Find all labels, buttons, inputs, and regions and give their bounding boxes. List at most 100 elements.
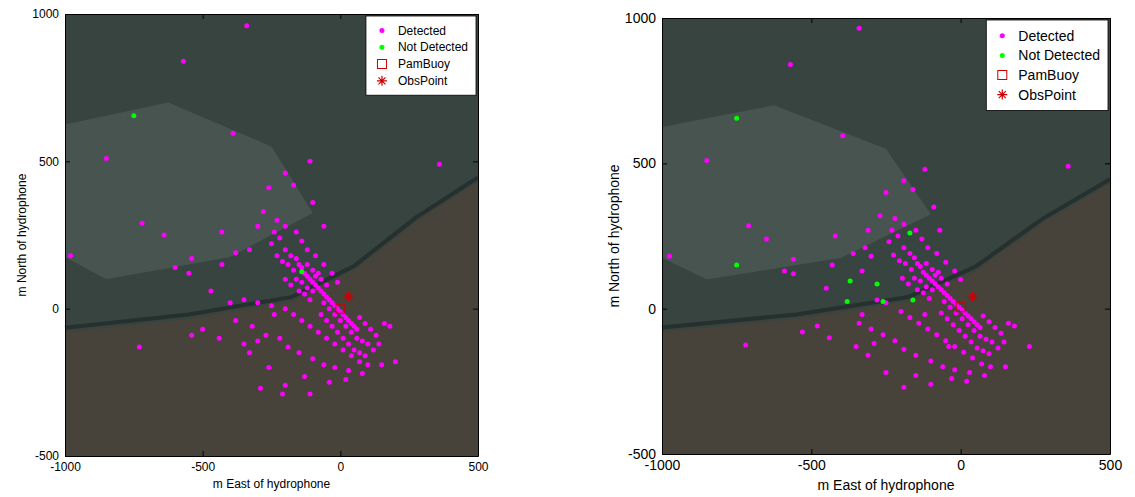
tick-mark: [473, 309, 478, 310]
point: [943, 260, 948, 265]
point: [857, 26, 862, 31]
x-axis-title: m East of hydrophone: [213, 477, 331, 491]
legend-label: Not Detected: [398, 40, 468, 54]
point: [241, 297, 246, 302]
point: [901, 347, 906, 352]
point: [181, 59, 186, 64]
tick-label: 1000: [625, 10, 656, 26]
tick-label: -500: [191, 460, 215, 474]
point: [173, 265, 178, 270]
x-axis-title: m East of hydrophone: [818, 477, 955, 493]
legend-label: PamBuoy: [398, 57, 450, 71]
point: [907, 251, 912, 256]
point: [319, 312, 324, 317]
point: [324, 336, 329, 341]
point: [788, 62, 793, 67]
tick-label: 0: [648, 301, 656, 317]
tick: [1105, 454, 1110, 455]
point: [925, 327, 930, 332]
tick-mark: [65, 456, 70, 457]
point: [299, 318, 304, 323]
tick: [473, 309, 478, 310]
point: [901, 385, 906, 390]
point: [984, 337, 989, 342]
point: [137, 344, 142, 349]
point: [360, 371, 365, 376]
legend-label: ObsPoint: [1018, 87, 1076, 103]
tick-mark: [65, 14, 70, 15]
tick-label: 500: [633, 155, 657, 171]
point: [898, 309, 903, 314]
point: [308, 392, 313, 397]
point: [988, 364, 993, 369]
legend-marker: [997, 90, 1007, 100]
axis-line: [66, 456, 479, 457]
point: [998, 331, 1003, 336]
point: [830, 263, 835, 268]
tick-mark: [340, 14, 341, 19]
tick: -500: [35, 449, 70, 463]
point: [291, 268, 296, 273]
point: [365, 342, 370, 347]
point: [258, 386, 263, 391]
point: [906, 281, 911, 286]
point: [286, 262, 291, 267]
point: [321, 300, 326, 305]
point: [945, 316, 950, 321]
point: [302, 291, 307, 296]
point: [948, 305, 953, 310]
legend-marker: [379, 45, 384, 50]
tick: 500: [39, 155, 70, 169]
series: [956, 303, 965, 312]
point: [357, 315, 362, 320]
tick: [473, 14, 478, 15]
point: [357, 350, 362, 355]
point: [889, 228, 894, 233]
axis: -50005001000: [625, 10, 667, 462]
shoreline: [662, 179, 1110, 327]
point: [335, 280, 340, 285]
point: [910, 187, 915, 192]
tick-mark: [811, 18, 812, 23]
point: [330, 271, 335, 276]
point: [376, 342, 381, 347]
legend-box: [366, 16, 476, 95]
point: [341, 347, 346, 352]
legend-label: Detected: [398, 24, 446, 38]
point: [934, 332, 939, 337]
point: [233, 318, 238, 323]
point: [233, 250, 238, 255]
point: [982, 373, 987, 378]
point: [294, 256, 299, 261]
point: [305, 247, 310, 252]
point: [219, 262, 224, 267]
point: [969, 340, 974, 345]
point: [316, 271, 321, 276]
point: [966, 322, 971, 327]
point: [308, 297, 313, 302]
point: [374, 333, 379, 338]
point: [140, 221, 145, 226]
legend-label: PamBuoy: [1018, 67, 1079, 83]
point: [907, 231, 912, 236]
point: [310, 268, 315, 273]
point: [310, 288, 315, 293]
point: [189, 333, 194, 338]
point: [909, 267, 914, 272]
y-axis-title: m North of hydrophone: [606, 164, 622, 307]
series: [336, 304, 345, 313]
point: [371, 347, 376, 352]
point: [299, 238, 304, 243]
point: [872, 341, 877, 346]
point: [913, 228, 918, 233]
point: [913, 353, 918, 358]
point: [272, 312, 277, 317]
point: [952, 268, 957, 273]
tick: 1000: [625, 10, 667, 26]
point: [903, 261, 908, 266]
haze: [662, 105, 931, 279]
point: [939, 311, 944, 316]
point: [349, 353, 354, 358]
point: [104, 156, 109, 161]
point: [332, 365, 337, 370]
